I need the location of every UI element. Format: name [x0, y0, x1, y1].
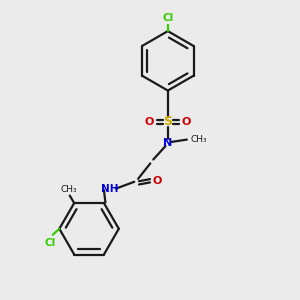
Text: O: O: [144, 117, 154, 127]
Text: S: S: [163, 115, 172, 128]
Text: NH: NH: [101, 184, 118, 194]
Text: Cl: Cl: [45, 238, 56, 248]
Text: O: O: [152, 176, 161, 186]
Text: CH₃: CH₃: [61, 184, 77, 194]
Text: Cl: Cl: [162, 13, 173, 23]
Text: N: N: [163, 138, 172, 148]
Text: CH₃: CH₃: [190, 135, 207, 144]
Text: O: O: [182, 117, 191, 127]
